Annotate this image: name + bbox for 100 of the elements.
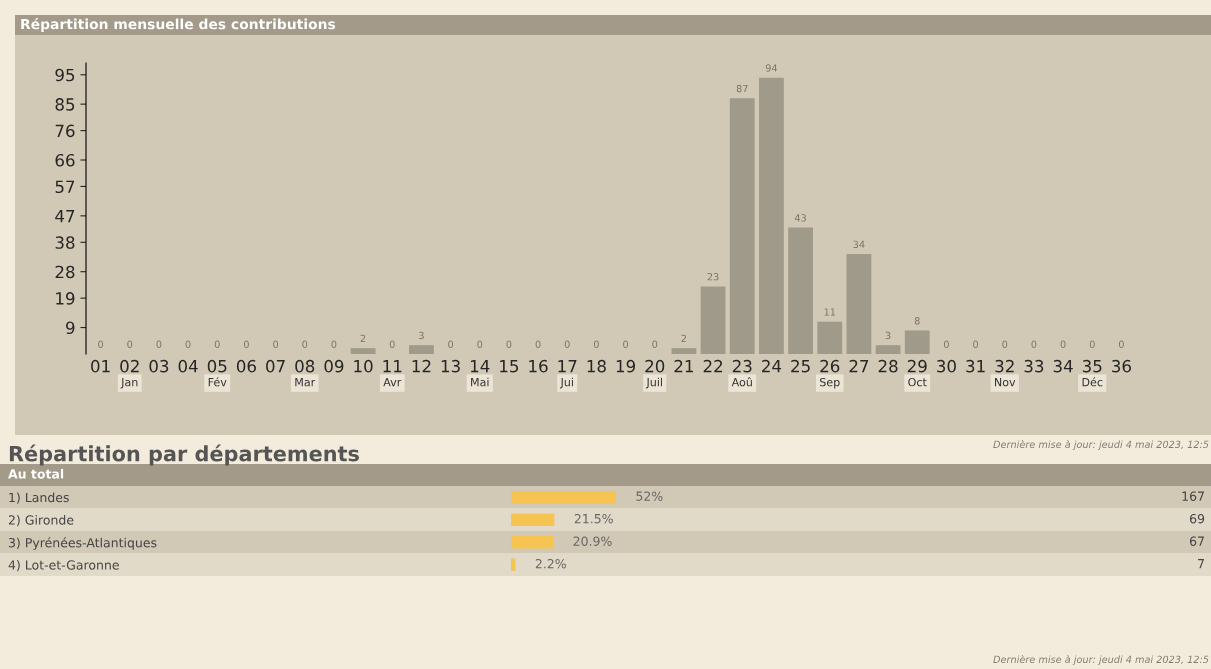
bar	[350, 348, 376, 354]
x-tick-label: 02	[120, 359, 139, 373]
data-label: 0	[243, 340, 249, 348]
data-label: 20.9%	[573, 536, 612, 546]
data-label: 0	[389, 340, 395, 348]
data-label: 3	[885, 331, 891, 340]
x-tick-label: 20	[645, 359, 665, 373]
data-label: 0	[156, 340, 162, 348]
bar	[511, 513, 555, 526]
chart-title: Répartition mensuelle des contributions	[21, 18, 336, 32]
y-tick-label: 85	[55, 98, 75, 111]
text: Nov	[995, 378, 1016, 387]
bar	[817, 321, 843, 354]
x-tick-label: 05	[207, 359, 227, 373]
data-label: 0	[477, 340, 483, 348]
data-label: 0	[1089, 340, 1095, 348]
y-tick-label: 1) Landes	[9, 492, 69, 504]
x-tick-label: 06	[236, 359, 256, 373]
x-tick-label: 34	[1053, 359, 1073, 373]
data-label: 21.5%	[574, 513, 613, 524]
x-tick-label: 25	[791, 359, 810, 373]
data-label: 0	[593, 340, 599, 348]
x-tick-label: 04	[178, 359, 198, 373]
text: Répartition par départements	[9, 444, 359, 466]
bar	[671, 348, 697, 354]
bar	[759, 77, 784, 354]
x-tick-label: 35	[1082, 359, 1102, 373]
y-tick-label: 28	[55, 265, 75, 279]
y-tick-label: 2) Gironde	[8, 515, 74, 527]
text: Fév	[208, 377, 227, 387]
x-tick-label: 19	[616, 359, 636, 373]
data-label: 43	[794, 214, 806, 222]
y-tick-label: 9	[66, 321, 75, 335]
data-label: 2	[681, 334, 687, 342]
y-tick-label: 57	[55, 180, 75, 194]
x-tick-label: 13	[441, 359, 460, 373]
text: Jan	[120, 378, 138, 389]
x-tick-label: 29	[907, 359, 927, 373]
x-tick-label: 22	[703, 359, 723, 373]
bar	[511, 536, 554, 549]
data-label: 0	[506, 340, 512, 348]
text: Sep	[820, 377, 840, 389]
text: Avr	[383, 378, 402, 387]
bar	[729, 98, 755, 354]
text: 67	[1189, 536, 1204, 546]
x-tick-label: 03	[149, 359, 169, 373]
data-label: 94	[765, 64, 778, 72]
x-tick-label: 21	[674, 359, 693, 373]
data-label: 52%	[636, 491, 663, 501]
data-label: 0	[623, 340, 629, 348]
data-label: 2	[360, 334, 366, 342]
data-label: 0	[273, 340, 279, 348]
text: Déc	[1082, 377, 1103, 387]
x-tick-label: 30	[937, 359, 956, 373]
data-label: 0	[652, 340, 658, 348]
data-label: 0	[1060, 340, 1066, 348]
data-label: 8	[914, 317, 920, 325]
x-tick-label: 28	[878, 359, 898, 373]
text: Dernière mise à jour: jeudi 4 mai 2023, 12:5	[993, 655, 1209, 665]
data-label: 34	[853, 240, 865, 249]
x-tick-label: 15	[500, 360, 519, 373]
text: 69	[1189, 513, 1205, 524]
x-tick-label: 36	[1112, 359, 1131, 373]
bar	[904, 330, 930, 354]
data-label: 0	[564, 340, 570, 348]
x-tick-label: 08	[295, 359, 315, 373]
data-label: 23	[707, 272, 719, 281]
text: Aoû	[731, 377, 752, 387]
x-tick-label: 16	[529, 359, 548, 373]
data-label: 0	[214, 340, 220, 348]
x-tick-label: 10	[354, 359, 373, 373]
data-label: 87	[736, 84, 748, 93]
data-label: 0	[1002, 340, 1008, 348]
text: Jui	[559, 377, 573, 389]
data-label: 0	[973, 340, 979, 348]
y-tick-label: 19	[56, 292, 75, 305]
bar	[846, 254, 872, 354]
data-label: 11	[824, 308, 836, 316]
x-tick-label: 07	[266, 359, 285, 373]
y-tick-label: 3) Pyrénées-Atlantiques	[8, 537, 157, 550]
y-tick-label: 38	[55, 236, 75, 249]
y-tick-label: 76	[55, 124, 75, 138]
x-tick-label: 01	[91, 359, 110, 373]
x-tick-label: 23	[732, 359, 752, 373]
y-tick-label: 95	[55, 68, 75, 82]
data-label: 0	[943, 340, 949, 348]
data-label: 0	[185, 340, 191, 348]
x-tick-label: 26	[820, 359, 840, 373]
data-label: 0	[98, 340, 104, 348]
text: Oct	[908, 377, 927, 387]
x-tick-label: 33	[1024, 359, 1044, 373]
x-tick-label: 18	[587, 359, 606, 373]
data-label: 0	[302, 340, 308, 348]
text: Mar	[295, 378, 316, 387]
y-tick-label: 4) Lot-et-Garonne	[8, 560, 119, 572]
y-tick-label: 66	[55, 153, 75, 167]
bar	[788, 227, 813, 354]
data-label: 0	[127, 340, 133, 348]
x-tick-label: 14	[470, 360, 490, 373]
x-tick-label: 17	[558, 360, 577, 373]
